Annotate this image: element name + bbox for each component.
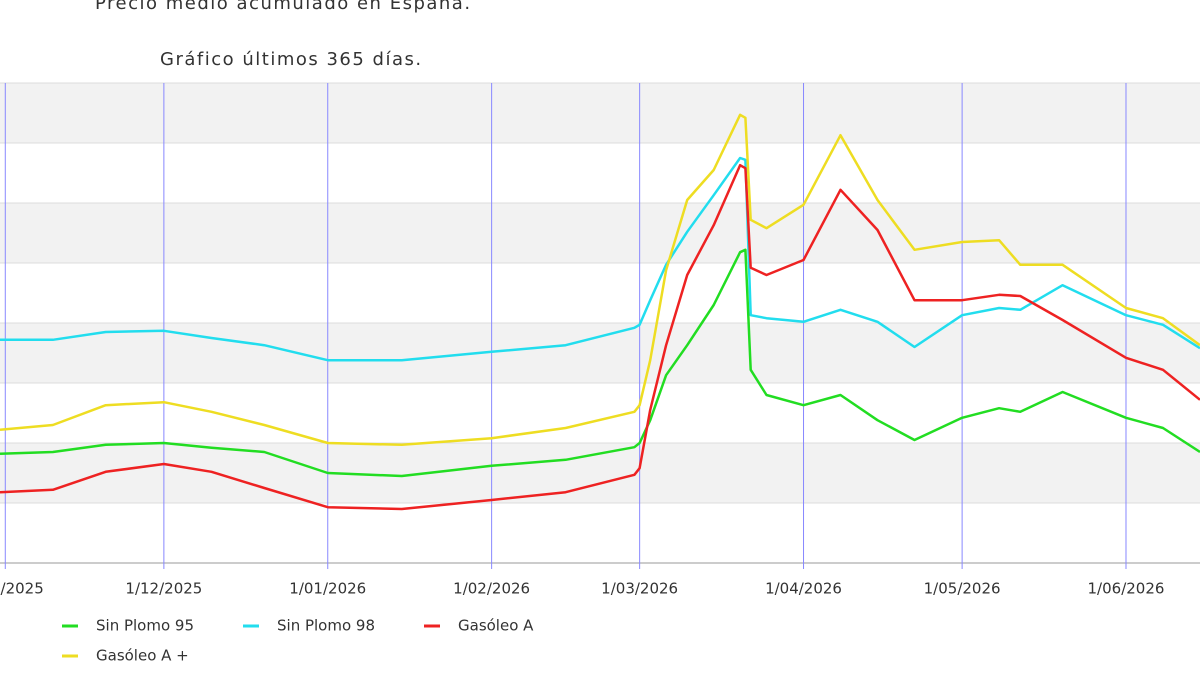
x-tick-label: 1/03/2026: [601, 580, 678, 598]
series-line: [0, 248, 1200, 478]
x-tick-label: 1/04/2026: [765, 580, 842, 598]
band: [0, 203, 1200, 263]
x-tick-label: 1/05/2026: [924, 580, 1001, 598]
band: [0, 83, 1200, 143]
x-tick-label: 1/12/2025: [125, 580, 202, 598]
legend-label: Gasóleo A +: [96, 647, 189, 665]
series-line: [0, 156, 1200, 362]
x-tick-label: 1/02/2026: [453, 580, 530, 598]
legend-label: Sin Plomo 98: [277, 617, 375, 635]
chart-title: Precio medio acumulado en España.: [95, 0, 472, 14]
series-line: [0, 163, 1200, 511]
legend-label: Sin Plomo 95: [96, 617, 194, 635]
band: [0, 443, 1200, 503]
series-line: [0, 113, 1200, 447]
band: [0, 323, 1200, 383]
chart-subtitle: Gráfico últimos 365 días.: [160, 49, 423, 70]
x-tick-label: 1/06/2026: [1088, 580, 1165, 598]
legend-label: Gasóleo A: [458, 617, 534, 635]
x-tick-label: 1/01/2026: [289, 580, 366, 598]
x-tick-label: 1/11/2025: [0, 580, 44, 598]
